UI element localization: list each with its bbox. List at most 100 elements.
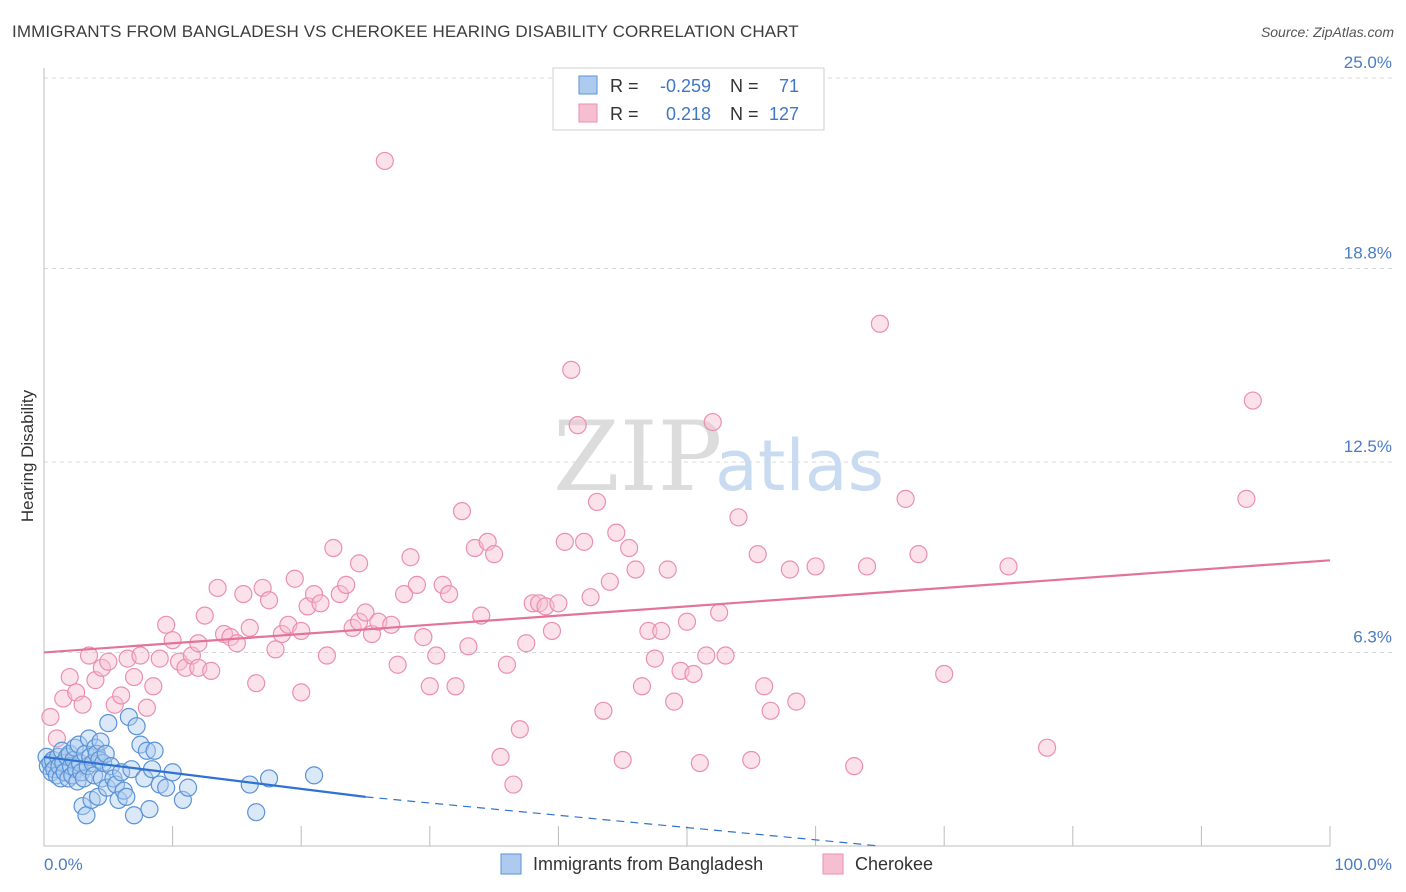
cherokee-point [137, 698, 156, 717]
legend-swatch-cherokee [822, 853, 844, 875]
stats-n-value-2: 127 [769, 104, 799, 124]
cherokee-point [150, 649, 169, 668]
bangladesh-point [259, 769, 279, 788]
legend-label-cherokee: Cherokee [855, 854, 933, 874]
cherokee-point [491, 747, 510, 767]
legend-swatch-bangladesh [500, 853, 522, 875]
cherokee-point [729, 508, 748, 527]
cherokee-point [549, 594, 568, 613]
cherokee-point [414, 628, 433, 647]
bangladesh-point [137, 741, 156, 760]
cherokee-point [999, 557, 1018, 576]
bangladesh-point [127, 717, 146, 736]
bangladesh-trend-line [43, 755, 366, 798]
cherokee-point [857, 557, 877, 576]
bangladesh-point [79, 729, 99, 748]
cherokee-point [485, 545, 504, 564]
cherokee-point [555, 532, 574, 551]
cherokee-point [613, 750, 632, 770]
cherokee-point [240, 618, 259, 637]
cherokee-point [504, 775, 523, 794]
cherokee-point [935, 664, 954, 684]
cherokee-point [748, 545, 767, 564]
cherokee-point [1243, 391, 1262, 410]
cherokee-point [382, 615, 401, 634]
stats-r-value-1: -0.259 [660, 76, 711, 96]
y-tick-label: 18.8% [1344, 243, 1392, 262]
cherokee-point [632, 677, 652, 696]
legend-label-bangladesh: Immigrants from Bangladesh [533, 854, 763, 874]
cherokee-point [427, 646, 446, 665]
cherokee-point [208, 578, 227, 598]
cherokee-point [124, 667, 144, 687]
bangladesh-point [99, 714, 118, 733]
cherokee-point [639, 621, 658, 641]
cherokee-point [157, 615, 176, 634]
cherokee-point [697, 646, 716, 665]
cherokee-point [459, 637, 478, 656]
x-axis-ticks [172, 826, 1331, 846]
stats-box-frame [552, 67, 825, 131]
y-tick-label: 12.5% [1344, 437, 1392, 456]
stats-n-value-1: 71 [779, 76, 799, 96]
cherokee-point [99, 652, 118, 671]
cherokee-point [259, 591, 279, 610]
x-tick-label-min: 0.0% [44, 855, 83, 874]
cherokee-point [401, 548, 420, 567]
bangladesh-point [77, 806, 96, 825]
cherokee-point [665, 692, 684, 711]
cherokee-point [349, 554, 369, 573]
cherokee-point [324, 538, 343, 558]
cherokee-point [292, 621, 311, 641]
cherokee-point [677, 612, 697, 631]
cherokee-point [79, 646, 99, 665]
cherokee-point [587, 492, 607, 512]
cherokee-point [189, 634, 208, 653]
bangladesh-point [240, 775, 259, 794]
cherokee-point [581, 588, 600, 607]
chart-title: IMMIGRANTS FROM BANGLADESH VS CHEROKEE H… [12, 22, 799, 41]
cherokee-point [163, 631, 182, 650]
cherokee-point [780, 560, 799, 579]
cherokee-point [285, 569, 304, 588]
y-axis-tick-labels: 6.3% 12.5% 18.8% 25.0% [1344, 53, 1392, 646]
cherokee-point [645, 649, 664, 668]
cherokee-point [568, 416, 587, 435]
bangladesh-point [247, 803, 266, 822]
cherokee-point [510, 720, 529, 739]
watermark-atlas: atlas [715, 425, 884, 507]
stats-r-label-2: R = [610, 104, 639, 124]
cherokee-point [304, 584, 324, 604]
cherokee-point [652, 621, 671, 641]
cherokee-point [690, 753, 709, 773]
bangladesh-trend-extension [365, 796, 880, 847]
cherokee-point [575, 532, 594, 551]
cherokee-point [266, 640, 285, 659]
y-axis-label: Hearing Disability [18, 389, 37, 522]
cherokee-point [247, 674, 266, 693]
cherokee-point [870, 314, 890, 333]
cherokee-point [703, 412, 722, 432]
cherokee-point [806, 557, 825, 576]
cherokee-point [73, 695, 92, 714]
cherokee-point [716, 646, 735, 665]
cherokee-point [1037, 738, 1057, 757]
bangladesh-point [119, 707, 138, 727]
cherokee-point [517, 634, 536, 653]
stats-n-label-2: N = [730, 104, 759, 124]
bangladesh-points [37, 707, 324, 825]
trend-lines [43, 559, 1331, 847]
gridlines [44, 77, 1392, 653]
cherokee-point [439, 584, 459, 604]
y-tick-label: 6.3% [1353, 627, 1392, 646]
bangladesh-point [157, 778, 176, 797]
cherokee-point [112, 686, 131, 705]
cherokee-point [710, 603, 729, 622]
cherokee-point [356, 603, 375, 622]
cherokee-point [433, 575, 452, 594]
bangladesh-point [140, 800, 159, 819]
cherokee-point [337, 575, 356, 594]
cherokee-point [658, 560, 677, 579]
cherokee-point [234, 584, 253, 604]
cherokee-point [896, 489, 915, 508]
